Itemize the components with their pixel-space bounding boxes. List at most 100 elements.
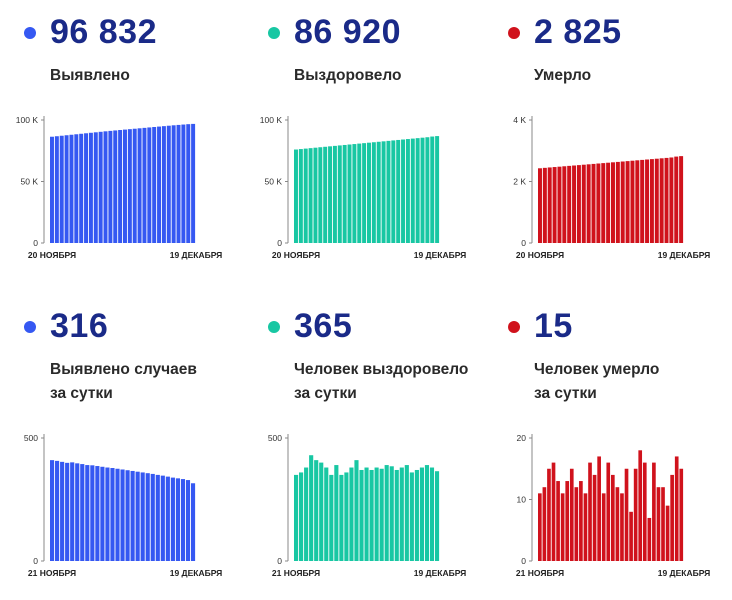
bar [155,474,160,561]
bar [323,146,328,243]
bar [362,143,367,243]
bar [50,460,55,561]
bar [665,505,670,561]
bar [132,128,137,243]
bar [620,161,625,243]
bar [547,468,551,561]
y-tick-label: 50 K [265,177,283,187]
bar [90,465,95,561]
recovered-daily-value: 365 [294,307,353,345]
bar [376,141,381,243]
bar [574,487,579,561]
bar [434,471,440,561]
bar [679,468,684,561]
recovered-total-label: Выздоровело [294,67,402,84]
bar [294,149,298,243]
bar [319,462,324,561]
bar [396,139,401,243]
bar [65,462,70,561]
bar [391,140,396,243]
bar [342,144,347,243]
x-end-label: 19 ДЕКАБРЯ [658,250,711,260]
bar [633,468,638,561]
bar [652,462,656,561]
bar [674,156,679,243]
bar [625,161,630,243]
bar [115,468,120,561]
y-tick-label: 500 [24,433,38,443]
bar [298,149,303,243]
bar [394,469,399,561]
bar [103,131,108,243]
bar [661,487,665,561]
x-end-label: 19 ДЕКАБРЯ [414,250,467,260]
bar [80,464,85,561]
series-dot [24,321,36,333]
bar [645,159,650,243]
bar [415,138,420,243]
series-dot [24,27,36,39]
bar [332,145,337,243]
bar [551,462,556,561]
bar [74,134,79,243]
deaths-total-label: Умерло [534,67,592,84]
bar [79,133,84,243]
bar [606,162,611,243]
bar [137,128,142,243]
bar [565,481,570,561]
bar [629,511,633,561]
bar [640,159,645,243]
bar [186,124,191,243]
bar [379,468,384,561]
bar [596,163,601,243]
chart-deaths-total: 0 2 K 4 K 20 НОЯБРЯ 19 ДЕКАБРЯ [513,115,711,260]
detected-total-label: Выявлено [50,67,130,84]
bar [299,472,304,561]
bar [308,148,313,243]
y-tick-label: 0 [33,556,38,566]
bar [161,126,166,243]
bar [118,130,123,243]
detected-daily-label-line1: Выявлено случаев [50,361,197,378]
x-start-label: 20 НОЯБРЯ [516,250,564,260]
bar [435,136,440,243]
bar [354,460,359,561]
bar [656,487,661,561]
bar [147,127,152,243]
bar [597,456,601,561]
bar [384,465,389,561]
bar [304,467,309,561]
bar [98,131,103,243]
bar [606,462,611,561]
bar [674,456,679,561]
x-start-label: 21 НОЯБРЯ [272,568,320,578]
deaths-daily-value: 15 [534,307,573,345]
bar [357,143,362,243]
x-end-label: 19 ДЕКАБРЯ [414,568,467,578]
bar [166,125,171,243]
bar [328,146,333,243]
bar [401,139,406,243]
recovered-daily-label-line2: за сутки [294,385,357,402]
bar [349,467,354,561]
deaths-total-value: 2 825 [534,13,622,51]
bar [185,480,191,561]
bar [419,467,424,561]
bar [569,468,574,561]
bar [601,493,606,561]
y-tick-label: 4 K [513,115,526,125]
bar [70,462,75,561]
series-dot [268,321,280,333]
bar [337,145,342,243]
bar [60,461,65,561]
bar [425,137,430,243]
y-tick-label: 10 [517,495,527,505]
deaths-daily-label-line1: Человек умерло [534,361,660,378]
y-tick-label: 100 K [16,115,39,125]
bar [386,140,391,243]
bar [157,126,162,243]
bar [135,471,140,561]
x-end-label: 19 ДЕКАБРЯ [658,568,711,578]
bar [542,167,547,243]
bar [670,474,674,561]
